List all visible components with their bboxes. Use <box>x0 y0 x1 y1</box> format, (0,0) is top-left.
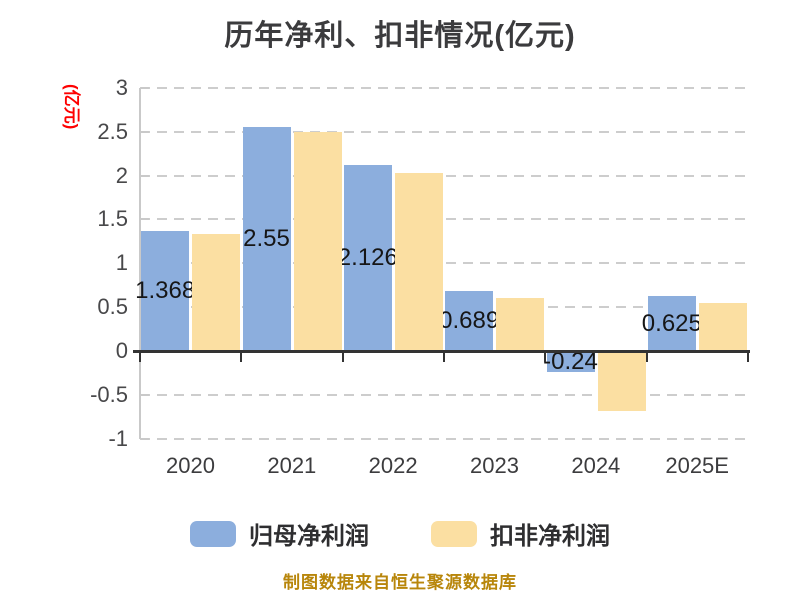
y-axis-tick-label: 1 <box>115 250 128 276</box>
bar-value-label-2021: 2.55 <box>243 225 290 253</box>
y-axis-tick-label: 0.5 <box>97 294 128 320</box>
bar-value-label-2020: 1.368 <box>135 277 196 304</box>
bar-归母净利润-2022 <box>343 164 392 351</box>
bar-扣非净利润-2022 <box>394 172 443 351</box>
bar-归母净利润-2023 <box>445 290 494 351</box>
legend-swatch-yellow <box>431 520 477 547</box>
x-axis-tick <box>341 353 344 362</box>
bar-value-label-2023: 0.689 <box>439 306 500 334</box>
y-axis-tick <box>141 218 149 221</box>
bar-扣非净利润-2023 <box>496 297 545 351</box>
gridline <box>140 393 748 396</box>
gridline <box>140 218 748 221</box>
y-axis-tick <box>141 130 149 133</box>
y-axis-tick-label: 1.5 <box>97 206 128 232</box>
bar-归母净利润-2024 <box>546 351 595 373</box>
bar-扣非净利润-2024 <box>597 351 646 411</box>
y-axis-tick <box>141 174 149 177</box>
x-axis-label-2020: 2020 <box>166 453 215 478</box>
y-axis-line <box>139 87 141 439</box>
gridline <box>140 174 748 177</box>
bar-扣非净利润-2025E <box>698 302 747 351</box>
bar-value-label-2022: 2.126 <box>337 243 398 271</box>
legend: 归母净利润 扣非净利润 <box>0 516 800 551</box>
legend-label: 归母净利润 <box>249 523 369 550</box>
data-source-note: 制图数据来自恒生聚源数据库 <box>283 573 517 592</box>
legend-swatch-blue <box>190 520 236 547</box>
y-axis-tick-label: 2 <box>115 162 128 188</box>
bar-扣非净利润-2021 <box>293 131 342 351</box>
y-axis-tick-label: 3 <box>115 74 128 100</box>
x-axis-tick <box>139 353 141 362</box>
chart-title: 历年净利、扣非情况(亿元) <box>224 20 576 52</box>
gridline <box>140 130 748 133</box>
y-axis-tick-label: -1 <box>108 425 128 451</box>
y-axis-tick <box>141 393 149 396</box>
bar-扣非净利润-2020 <box>192 234 241 351</box>
y-axis-tick-label: -0.5 <box>90 381 128 407</box>
gridline <box>140 262 748 265</box>
legend-item-net-profit: 归母净利润 <box>190 516 369 551</box>
gridline <box>140 437 748 440</box>
bar-value-label-2025E: 0.625 <box>641 309 702 337</box>
legend-item-deducted-profit: 扣非净利润 <box>431 516 610 551</box>
y-axis-tick-label: 2.5 <box>97 118 128 144</box>
x-axis-zero-line <box>133 350 750 353</box>
x-axis-label-2025E: 2025E <box>665 453 729 478</box>
x-axis-tick <box>544 353 547 362</box>
x-axis-tick <box>443 353 445 362</box>
x-axis-tick <box>240 353 243 362</box>
legend-label: 扣非净利润 <box>490 523 610 550</box>
gridline <box>140 86 748 89</box>
bar-归母净利润-2025E <box>647 296 696 351</box>
bar-归母净利润-2021 <box>242 127 291 351</box>
x-axis-tick <box>645 353 648 362</box>
y-axis-tick-label: 0 <box>115 338 128 363</box>
x-axis-label-2022: 2022 <box>368 453 418 478</box>
y-axis-tick <box>141 437 149 440</box>
bar-归母净利润-2020 <box>141 231 190 351</box>
x-axis-label-2023: 2023 <box>470 453 519 478</box>
gridline <box>140 306 748 309</box>
x-axis-label-2021: 2021 <box>267 453 317 478</box>
y-axis-tick <box>141 86 149 89</box>
x-axis-tick <box>747 353 749 362</box>
x-axis-label-2024: 2024 <box>571 453 621 478</box>
